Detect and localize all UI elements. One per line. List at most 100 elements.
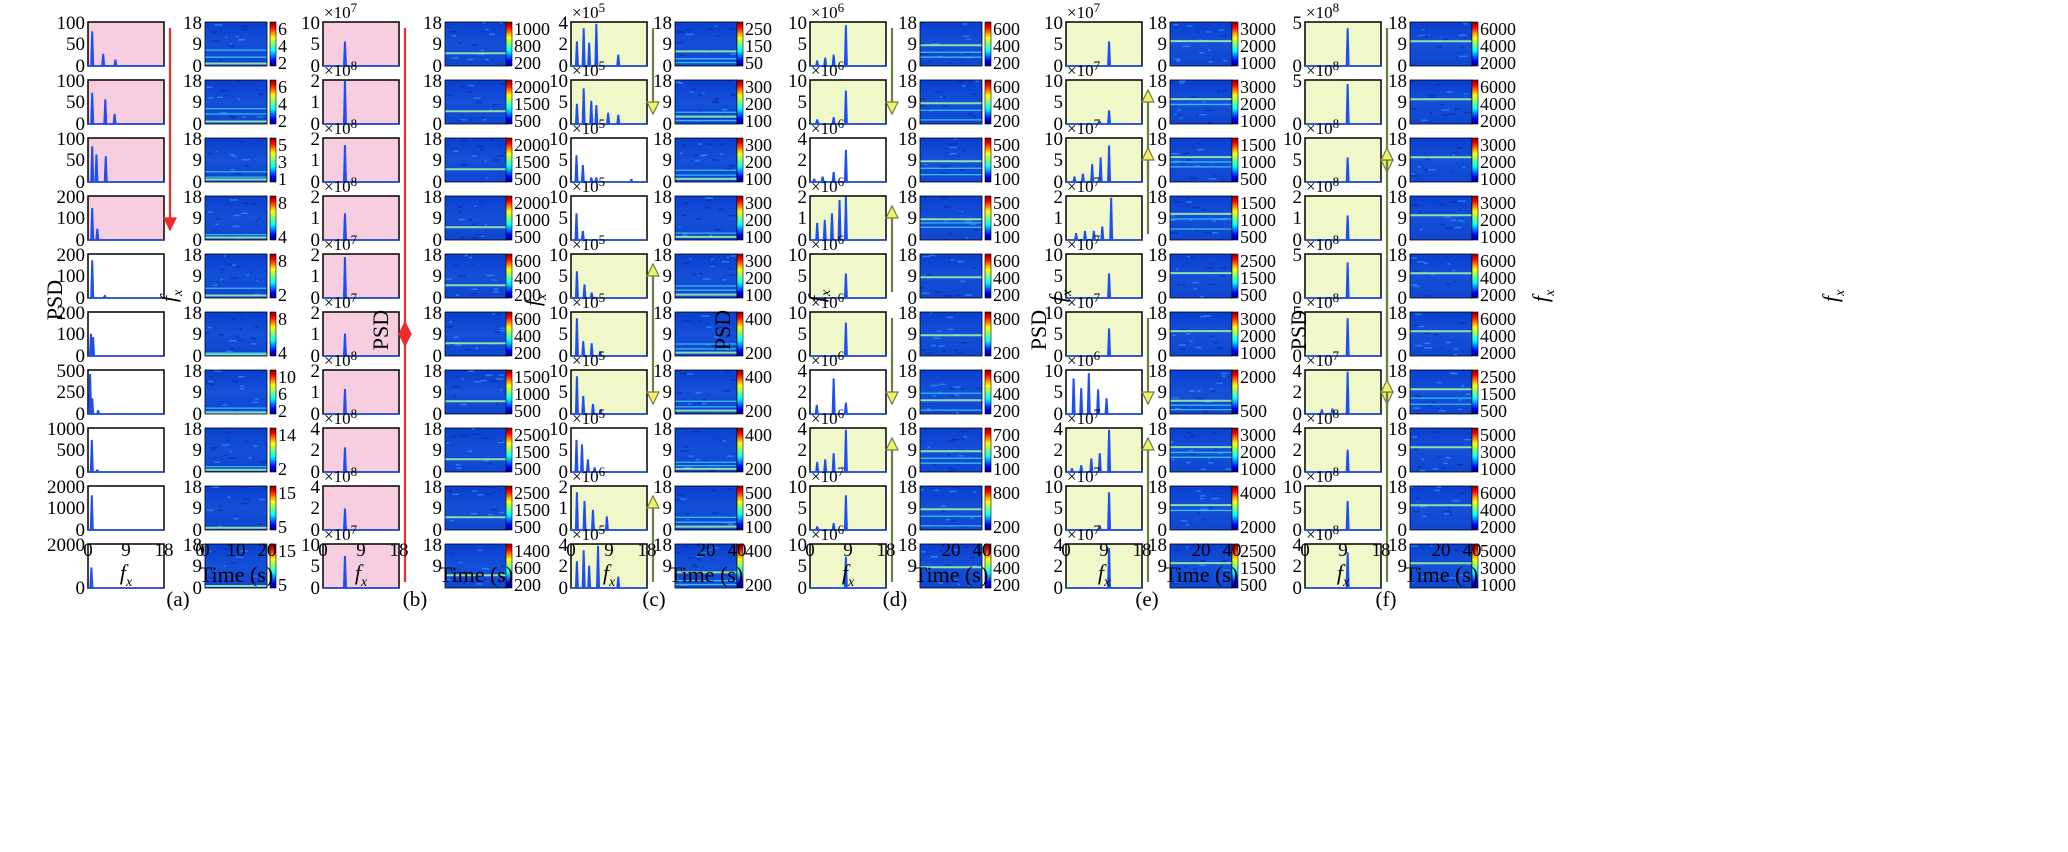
colorbar-tick: 4 [278, 227, 287, 247]
spec-texture [706, 549, 712, 551]
spec-texture [954, 549, 958, 551]
spec-texture [720, 573, 727, 576]
spec-ytick-9: 9 [663, 150, 673, 171]
spec-texture [726, 256, 730, 259]
spec-ytick-9: 9 [433, 498, 443, 519]
spec-texture [254, 398, 260, 400]
spec-ytick-0: 0 [193, 404, 203, 425]
spec-ytick-0: 0 [433, 404, 443, 425]
psd-ytick-zero: 0 [311, 520, 321, 541]
spec-texture [1208, 462, 1214, 464]
spec-texture [702, 278, 711, 280]
spec-texture [245, 441, 248, 443]
colorbar-tick: 100 [993, 227, 1020, 247]
spec-texture [1173, 23, 1179, 26]
psd-peak [112, 113, 117, 125]
spec-xtick-zero: 0 [195, 540, 205, 561]
psd-exponent: 7 [351, 232, 358, 247]
psd-peak [342, 333, 347, 357]
psd-exponent: 8 [1333, 522, 1340, 537]
colorbar [1471, 195, 1479, 241]
psd-exponent: 7 [1094, 464, 1101, 479]
spec-texture [968, 584, 972, 587]
time-axis-label: Time (s) [1164, 562, 1238, 587]
spec-texture [948, 440, 953, 442]
spec-texture [1204, 401, 1213, 403]
spec-texture [229, 115, 235, 117]
spec-texture [1436, 381, 1442, 384]
colorbar-tick: 6000 [1480, 19, 1516, 39]
psd-ytick-max: 4 [559, 535, 569, 556]
colorbar [505, 485, 513, 531]
psd-peak [1109, 197, 1114, 241]
spec-texture [468, 370, 474, 372]
spec-texture [210, 447, 218, 449]
spec-texture [471, 237, 480, 239]
spec-texture [1170, 232, 1179, 234]
colorbar [1231, 253, 1239, 299]
spec-texture [487, 513, 493, 516]
spec-texture [1202, 505, 1205, 507]
psd-ytick-max: 2 [311, 129, 321, 150]
spec-texture [248, 457, 252, 459]
spec-texture [720, 153, 724, 155]
spec-ytick-9: 9 [433, 208, 443, 229]
colorbar-tick: 2 [278, 285, 287, 305]
spec-texture [452, 264, 459, 267]
psd-ytick-max: 4 [1293, 535, 1303, 556]
spec-xtick: 20 [942, 540, 961, 561]
psd-peak [581, 550, 586, 589]
spec-texture [972, 267, 977, 269]
spec-texture [1217, 347, 1224, 349]
spec-texture [492, 313, 495, 315]
spec-texture [214, 370, 222, 372]
spec-ytick-18: 18 [1388, 71, 1407, 92]
fx-axis-label: fx [842, 560, 855, 590]
spec-ytick-0: 0 [193, 462, 203, 483]
psd-xtick: 0 [1300, 540, 1310, 561]
spec-texture [1225, 468, 1233, 470]
spec-texture [1464, 37, 1467, 39]
psd-multiplier: ×106 [811, 406, 845, 428]
psd-ytick-max: 2 [311, 361, 321, 382]
spec-texture [499, 439, 503, 442]
colorbar [269, 253, 277, 299]
spec-texture [1460, 46, 1464, 49]
psd-peak [103, 156, 108, 183]
psd-peak [1330, 408, 1335, 415]
spec-ytick-9: 9 [908, 324, 918, 345]
spec-texture [964, 294, 973, 296]
psd-peak [812, 178, 817, 183]
spec-texture [942, 96, 946, 98]
spec-texture [1454, 348, 1459, 350]
spec-texture [485, 374, 493, 377]
spec-texture [494, 331, 500, 334]
spec-ytick-9: 9 [433, 324, 443, 345]
colorbar-tick: 600 [514, 558, 541, 578]
spec-texture [723, 113, 726, 116]
colorbar-tick: 200 [993, 575, 1020, 595]
colorbar [1471, 369, 1479, 415]
psd-ytick-max: 10 [549, 187, 568, 208]
spec-texture [941, 510, 945, 513]
spec-texture [710, 258, 714, 261]
spec-texture [711, 512, 719, 514]
psd-multiplier: ×108 [324, 406, 357, 428]
spec-texture [1218, 29, 1225, 31]
spec-texture [1185, 201, 1192, 203]
spec-texture [1199, 497, 1204, 500]
spec-texture [683, 202, 688, 204]
colorbar [1231, 427, 1239, 473]
spec-texture [489, 508, 498, 511]
spec-texture [1434, 489, 1441, 492]
spec-texture [460, 119, 467, 121]
spec-texture [707, 197, 713, 200]
psd-peak [582, 501, 587, 531]
spec-texture [1195, 115, 1198, 117]
